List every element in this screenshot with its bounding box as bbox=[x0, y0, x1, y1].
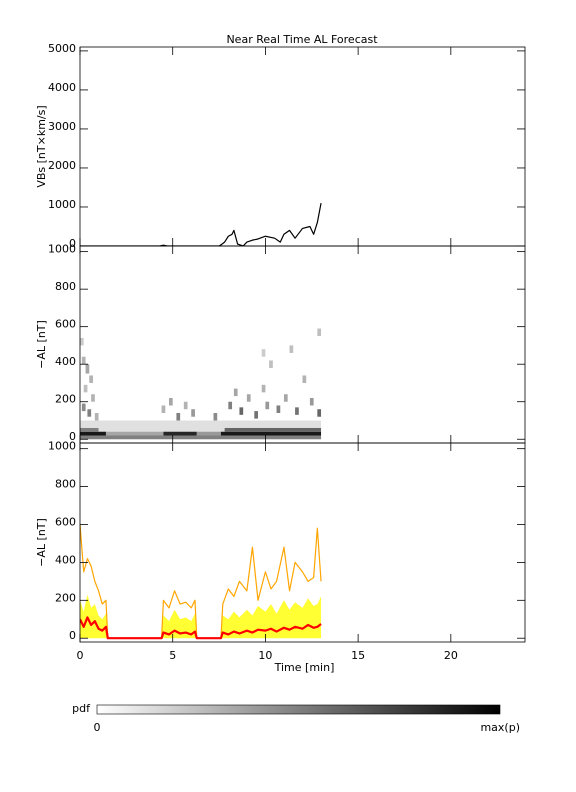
pdf-cell bbox=[183, 401, 188, 410]
pdf-cell bbox=[105, 431, 164, 436]
colorbar-max-label: max(p) bbox=[480, 721, 520, 734]
pdf-cell bbox=[295, 407, 299, 415]
y-tick-label: 800 bbox=[55, 478, 76, 491]
y-tick-label: 400 bbox=[55, 355, 76, 368]
pdf-cell bbox=[81, 356, 86, 365]
y-axis-label: VBs [nT×km/s] bbox=[35, 105, 48, 187]
y-tick-label: 3000 bbox=[48, 120, 76, 133]
data-line bbox=[80, 202, 322, 246]
pdf-cell bbox=[228, 401, 233, 410]
pdf-cell bbox=[269, 360, 273, 368]
pdf-cell bbox=[191, 409, 195, 417]
pdf-cell bbox=[261, 349, 266, 357]
pdf-cell bbox=[239, 407, 244, 415]
pdf-cell bbox=[233, 388, 238, 397]
y-tick-label: 1000 bbox=[48, 440, 76, 453]
data-line bbox=[80, 616, 322, 640]
x-tick-label: 10 bbox=[258, 649, 272, 662]
y-axis-label: −AL [nT] bbox=[35, 320, 48, 369]
x-tick-label: 15 bbox=[351, 649, 365, 662]
colorbar-min-label: 0 bbox=[94, 721, 101, 734]
x-axis-label: Time [min] bbox=[274, 661, 335, 674]
pdf-cell bbox=[80, 431, 106, 436]
pdf-cell bbox=[87, 409, 92, 417]
pdf-cell bbox=[254, 411, 258, 419]
y-tick-label: 4000 bbox=[48, 81, 76, 94]
pdf-cell bbox=[283, 394, 288, 402]
pdf-cell bbox=[169, 397, 173, 406]
y-tick-label: 800 bbox=[55, 280, 76, 293]
x-tick-label: 5 bbox=[169, 649, 176, 662]
pdf-cell bbox=[83, 384, 88, 393]
quantile-area bbox=[80, 594, 322, 639]
y-tick-label: 600 bbox=[55, 318, 76, 331]
y-tick-label: 0 bbox=[69, 629, 76, 642]
pdf-cell bbox=[289, 345, 294, 353]
plot-frame bbox=[79, 442, 526, 643]
pdf-cell bbox=[317, 409, 322, 417]
pdf-cell bbox=[161, 405, 166, 413]
x-tick-label: 0 bbox=[77, 649, 84, 662]
colorbar-label: pdf bbox=[72, 702, 91, 715]
pdf-cell bbox=[261, 384, 266, 393]
pdf-cell bbox=[276, 405, 281, 413]
colorbar bbox=[96, 704, 501, 715]
pdf-cell bbox=[246, 394, 251, 402]
y-tick-label: 0 bbox=[69, 430, 76, 443]
y-tick-label: 1000 bbox=[48, 243, 76, 256]
pdf-cell bbox=[220, 431, 322, 436]
pdf-cell bbox=[176, 412, 181, 421]
pdf-cell bbox=[80, 435, 322, 440]
pdf-cell bbox=[89, 375, 93, 383]
pdf-cell bbox=[196, 431, 221, 436]
y-tick-label: 0 bbox=[69, 237, 76, 250]
pdf-cell bbox=[81, 403, 86, 412]
x-tick-label: 20 bbox=[444, 649, 458, 662]
pdf-cell bbox=[85, 364, 90, 374]
y-tick-label: 600 bbox=[55, 515, 76, 528]
y-axis-label: −AL [nT] bbox=[35, 518, 48, 567]
chart-title: Near Real Time AL Forecast bbox=[226, 33, 378, 46]
pdf-cell bbox=[94, 412, 99, 421]
y-tick-label: 200 bbox=[55, 393, 76, 406]
pdf-cell bbox=[224, 427, 322, 432]
pdf-cell bbox=[91, 394, 95, 402]
pdf-cell bbox=[317, 328, 322, 337]
pdf-cell bbox=[265, 401, 270, 410]
pdf-cell bbox=[302, 375, 307, 383]
y-tick-label: 5000 bbox=[48, 42, 76, 55]
y-tick-label: 200 bbox=[55, 591, 76, 604]
pdf-cell bbox=[163, 431, 197, 436]
y-tick-label: 2000 bbox=[48, 159, 76, 172]
pdf-cell bbox=[80, 337, 84, 346]
pdf-cell bbox=[309, 397, 314, 406]
y-tick-label: 1000 bbox=[48, 198, 76, 211]
pdf-cell bbox=[213, 412, 218, 421]
pdf-cell bbox=[80, 427, 99, 432]
y-tick-label: 400 bbox=[55, 553, 76, 566]
